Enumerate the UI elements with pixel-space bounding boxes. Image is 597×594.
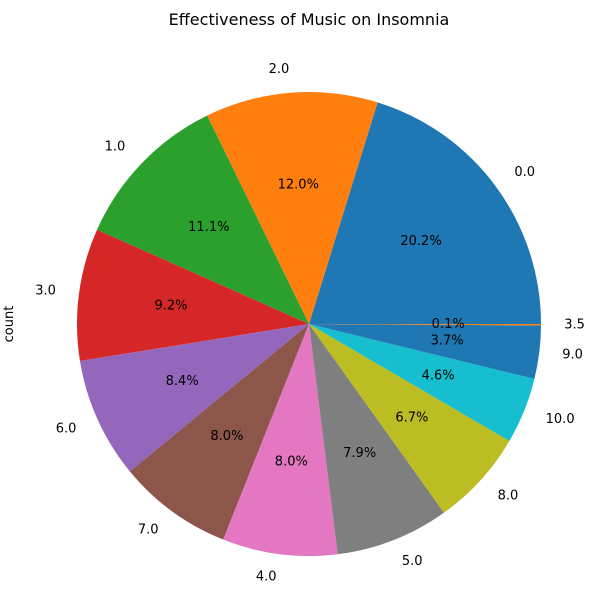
slice-label-1-0: 1.0 [105, 139, 126, 154]
pie-slice-8-0 [309, 324, 510, 513]
chart-title: Effectiveness of Music on Insomnia [169, 10, 450, 29]
slice-percent-7-0: 8.0% [210, 429, 243, 444]
slice-label-6-0: 6.0 [56, 422, 77, 437]
pie-slice-9-0 [309, 324, 541, 379]
slice-label-2-0: 2.0 [269, 62, 290, 77]
slice-label-10-0: 10.0 [546, 412, 575, 427]
slice-percent-1-0: 11.1% [188, 220, 229, 235]
slice-label-0-0: 0.0 [514, 165, 535, 180]
slice-percent-3-0: 9.2% [154, 299, 187, 314]
pie-slice-0-0 [309, 102, 541, 324]
pie-slices [77, 92, 541, 556]
pie-slice-7-0 [129, 324, 309, 540]
slice-percent-6-0: 8.4% [166, 374, 199, 389]
pie-slice-5-0 [309, 324, 445, 555]
y-axis-label: count [2, 306, 17, 343]
slice-label-3-5: 3.5 [564, 317, 585, 332]
pie-slice-3-5 [309, 324, 541, 326]
pie-slice-10-0 [309, 324, 535, 441]
pie-slice-6-0 [79, 324, 310, 472]
pie-slice-1-0 [96, 115, 310, 324]
pie-slice-3-0 [77, 229, 309, 362]
slice-percent-8-0: 6.7% [395, 410, 428, 425]
slice-percent-3-5: 0.1% [432, 317, 465, 332]
slice-label-7-0: 7.0 [138, 523, 159, 538]
slice-percent-9-0: 3.7% [431, 334, 464, 349]
pie-slice-4-0 [223, 324, 338, 556]
pie-labels: 0.0 20.2% 2.0 12.0% 1.0 11.1% 3.0 9.2% 6.0 8.4% 7.… [35, 62, 585, 585]
slice-percent-0-0: 20.2% [400, 234, 441, 249]
slice-label-3-0: 3.0 [35, 284, 56, 299]
slice-percent-10-0: 4.6% [422, 369, 455, 384]
slice-percent-2-0: 12.0% [278, 178, 319, 193]
slice-label-4-0: 4.0 [256, 570, 277, 585]
pie-slice-2-0 [207, 92, 378, 325]
slice-label-8-0: 8.0 [498, 488, 519, 503]
slice-label-5-0: 5.0 [402, 554, 423, 569]
slice-percent-4-0: 8.0% [275, 455, 308, 470]
slice-label-9-0: 9.0 [562, 348, 583, 363]
slice-percent-5-0: 7.9% [343, 446, 376, 461]
